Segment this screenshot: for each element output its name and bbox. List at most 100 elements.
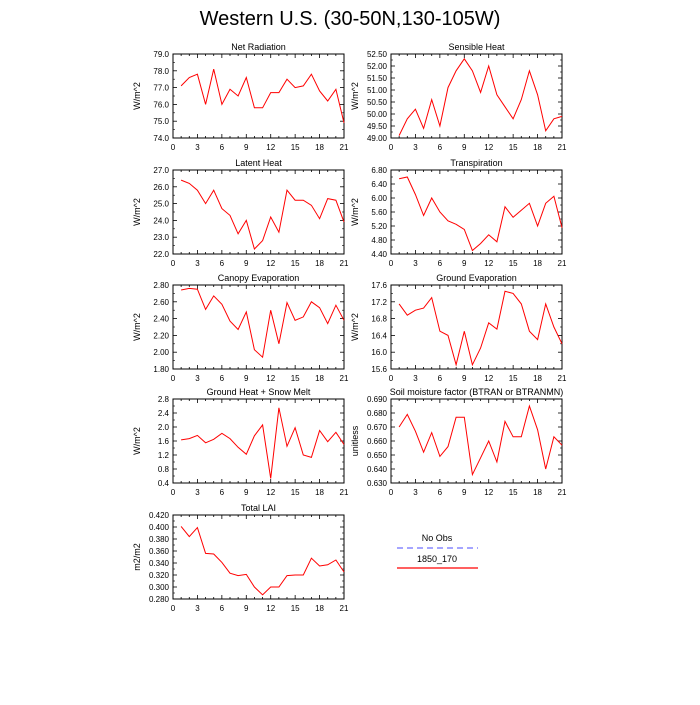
panel-2-ytick-label: 49.50 <box>367 122 388 131</box>
panel-1: Net Radiation W/m^2 0 3 6 9 12 15 18 21 74.0 75.0 76… <box>132 42 349 152</box>
legend: No Obs 1850_170 <box>397 533 478 569</box>
panel-9-xtick-label: 6 <box>220 604 225 613</box>
panel-9-ytick-label: 0.340 <box>149 559 170 568</box>
panel-1-title: Net Radiation <box>231 42 286 52</box>
panel-4-xtick-label: 3 <box>413 259 418 268</box>
panel-6-ytick-label: 16.0 <box>371 348 387 357</box>
panel-2-xtick-label: 12 <box>484 143 493 152</box>
panel-6-ytick-label: 17.6 <box>371 281 387 290</box>
panel-3-frame <box>172 169 345 255</box>
panel-9-xtick-label: 0 <box>171 604 176 613</box>
panel-6-xtick-label: 6 <box>438 374 443 383</box>
panel-4-xtick-label: 12 <box>484 259 493 268</box>
panel-3-ytick-label: 23.0 <box>153 233 169 242</box>
panel-3-series-line <box>180 179 345 250</box>
panel-1-ytick-label: 75.0 <box>153 117 169 126</box>
panel-8-xtick-label: 3 <box>413 488 418 497</box>
panel-2-title: Sensible Heat <box>448 42 505 52</box>
panel-9-xtick-label: 3 <box>195 604 200 613</box>
panel-1-xtick-label: 0 <box>171 143 176 152</box>
panel-8-ytick-label: 0.680 <box>367 409 388 418</box>
panel-2-ytick-label: 50.00 <box>367 110 388 119</box>
panel-7-xtick-label: 15 <box>291 488 300 497</box>
panel-9-ytick-label: 0.420 <box>149 511 170 520</box>
panel-8-xtick-label: 21 <box>558 488 567 497</box>
panel-8-xtick-label: 6 <box>438 488 443 497</box>
panel-4-ytick-label: 6.80 <box>371 166 387 175</box>
panel-4-series-line <box>398 176 563 252</box>
panel-3-xtick-label: 12 <box>266 259 275 268</box>
panel-8-frame <box>390 398 563 484</box>
panel-5-xtick-label: 18 <box>315 374 324 383</box>
panel-4-ytick-label: 6.00 <box>371 194 387 203</box>
panel-1-ytick-label: 78.0 <box>153 67 169 76</box>
panel-2-xtick-label: 15 <box>509 143 518 152</box>
panel-3-ytick-label: 25.0 <box>153 200 169 209</box>
panel-2-xtick-label: 0 <box>389 143 394 152</box>
panel-2-xtick-label: 21 <box>558 143 567 152</box>
panel-3-xtick-label: 6 <box>220 259 225 268</box>
panel-4-xtick-label: 6 <box>438 259 443 268</box>
panel-7-xtick-label: 6 <box>220 488 225 497</box>
panel-5-ytick-label: 1.80 <box>153 365 169 374</box>
panel-5-xtick-label: 9 <box>244 374 249 383</box>
panel-9-frame <box>172 514 345 600</box>
panel-5-series-line <box>181 287 345 359</box>
panel-9-ytick-label: 0.380 <box>149 535 170 544</box>
panel-1-xtick-label: 6 <box>220 143 225 152</box>
panel-5-xtick-label: 6 <box>220 374 225 383</box>
panel-4-xtick-label: 18 <box>533 259 542 268</box>
panel-2-xtick-label: 3 <box>413 143 418 152</box>
panel-4-ytick-label: 5.60 <box>371 208 387 217</box>
panel-4-xtick-label: 15 <box>509 259 518 268</box>
panel-9-ytick-label: 0.360 <box>149 547 170 556</box>
panel-2-ytick-label: 50.50 <box>367 98 388 107</box>
panel-2-ytick-label: 52.50 <box>367 50 388 59</box>
panel-7-xtick-label: 18 <box>315 488 324 497</box>
panel-4-title: Transpiration <box>450 158 502 168</box>
panel-3-xtick-label: 3 <box>195 259 200 268</box>
panel-7-ytick-label: 0.4 <box>158 479 170 488</box>
panel-7-ytick-label: 1.6 <box>158 437 170 446</box>
panel-3-xtick-label: 0 <box>171 259 176 268</box>
panel-5-ylabel: W/m^2 <box>132 313 142 341</box>
panel-3: Latent Heat W/m^2 0 3 6 9 12 15 18 21 22.0 23.0 24.0… <box>132 158 349 268</box>
panel-2: Sensible Heat W/m^2 0 3 6 9 12 15 18 21 49.00 49.50… <box>350 42 567 152</box>
panel-3-title: Latent Heat <box>235 158 282 168</box>
panel-7-ytick-label: 2.4 <box>158 409 170 418</box>
panel-4-xtick-label: 21 <box>558 259 567 268</box>
panel-1-xtick-label: 15 <box>291 143 300 152</box>
panel-8-ytick-label: 0.660 <box>367 437 388 446</box>
panel-5-xtick-label: 0 <box>171 374 176 383</box>
figure-title: Western U.S. (30-50N,130-105W) <box>199 8 501 30</box>
panel-1-xtick-label: 18 <box>315 143 324 152</box>
panel-5: Canopy Evaporation W/m^2 0 3 6 9 12 15 18 21 1.80 2… <box>132 273 349 383</box>
panel-3-ytick-label: 26.0 <box>153 183 169 192</box>
panel-6-xtick-label: 9 <box>462 374 467 383</box>
panel-6-xtick-label: 0 <box>389 374 394 383</box>
panel-2-xtick-label: 9 <box>462 143 467 152</box>
panel-6-xtick-label: 3 <box>413 374 418 383</box>
panel-1-xtick-label: 12 <box>266 143 275 152</box>
panel-2-frame <box>390 53 563 139</box>
panel-9-xtick-label: 15 <box>291 604 300 613</box>
panel-4-ytick-label: 6.40 <box>371 180 387 189</box>
panel-5-ytick-label: 2.00 <box>153 348 169 357</box>
panel-2-ytick-label: 51.00 <box>367 86 388 95</box>
panel-2-xtick-label: 18 <box>533 143 542 152</box>
panel-2-ytick-label: 51.50 <box>367 74 388 83</box>
panel-9-ytick-label: 0.300 <box>149 583 170 592</box>
panel-6-ylabel: W/m^2 <box>350 313 360 341</box>
panel-1-xtick-label: 9 <box>244 143 249 152</box>
panel-9-title: Total LAI <box>241 503 276 513</box>
panel-1-ytick-label: 79.0 <box>153 50 169 59</box>
panel-7-ytick-label: 2.8 <box>158 395 170 404</box>
panel-8-xtick-label: 18 <box>533 488 542 497</box>
panel-6-ytick-label: 15.6 <box>371 365 387 374</box>
panel-1-ytick-label: 76.0 <box>153 100 169 109</box>
panel-5-xtick-label: 12 <box>266 374 275 383</box>
panel-7-xtick-label: 21 <box>340 488 349 497</box>
panel-9-xtick-label: 9 <box>244 604 249 613</box>
panel-4-ytick-label: 5.20 <box>371 222 387 231</box>
